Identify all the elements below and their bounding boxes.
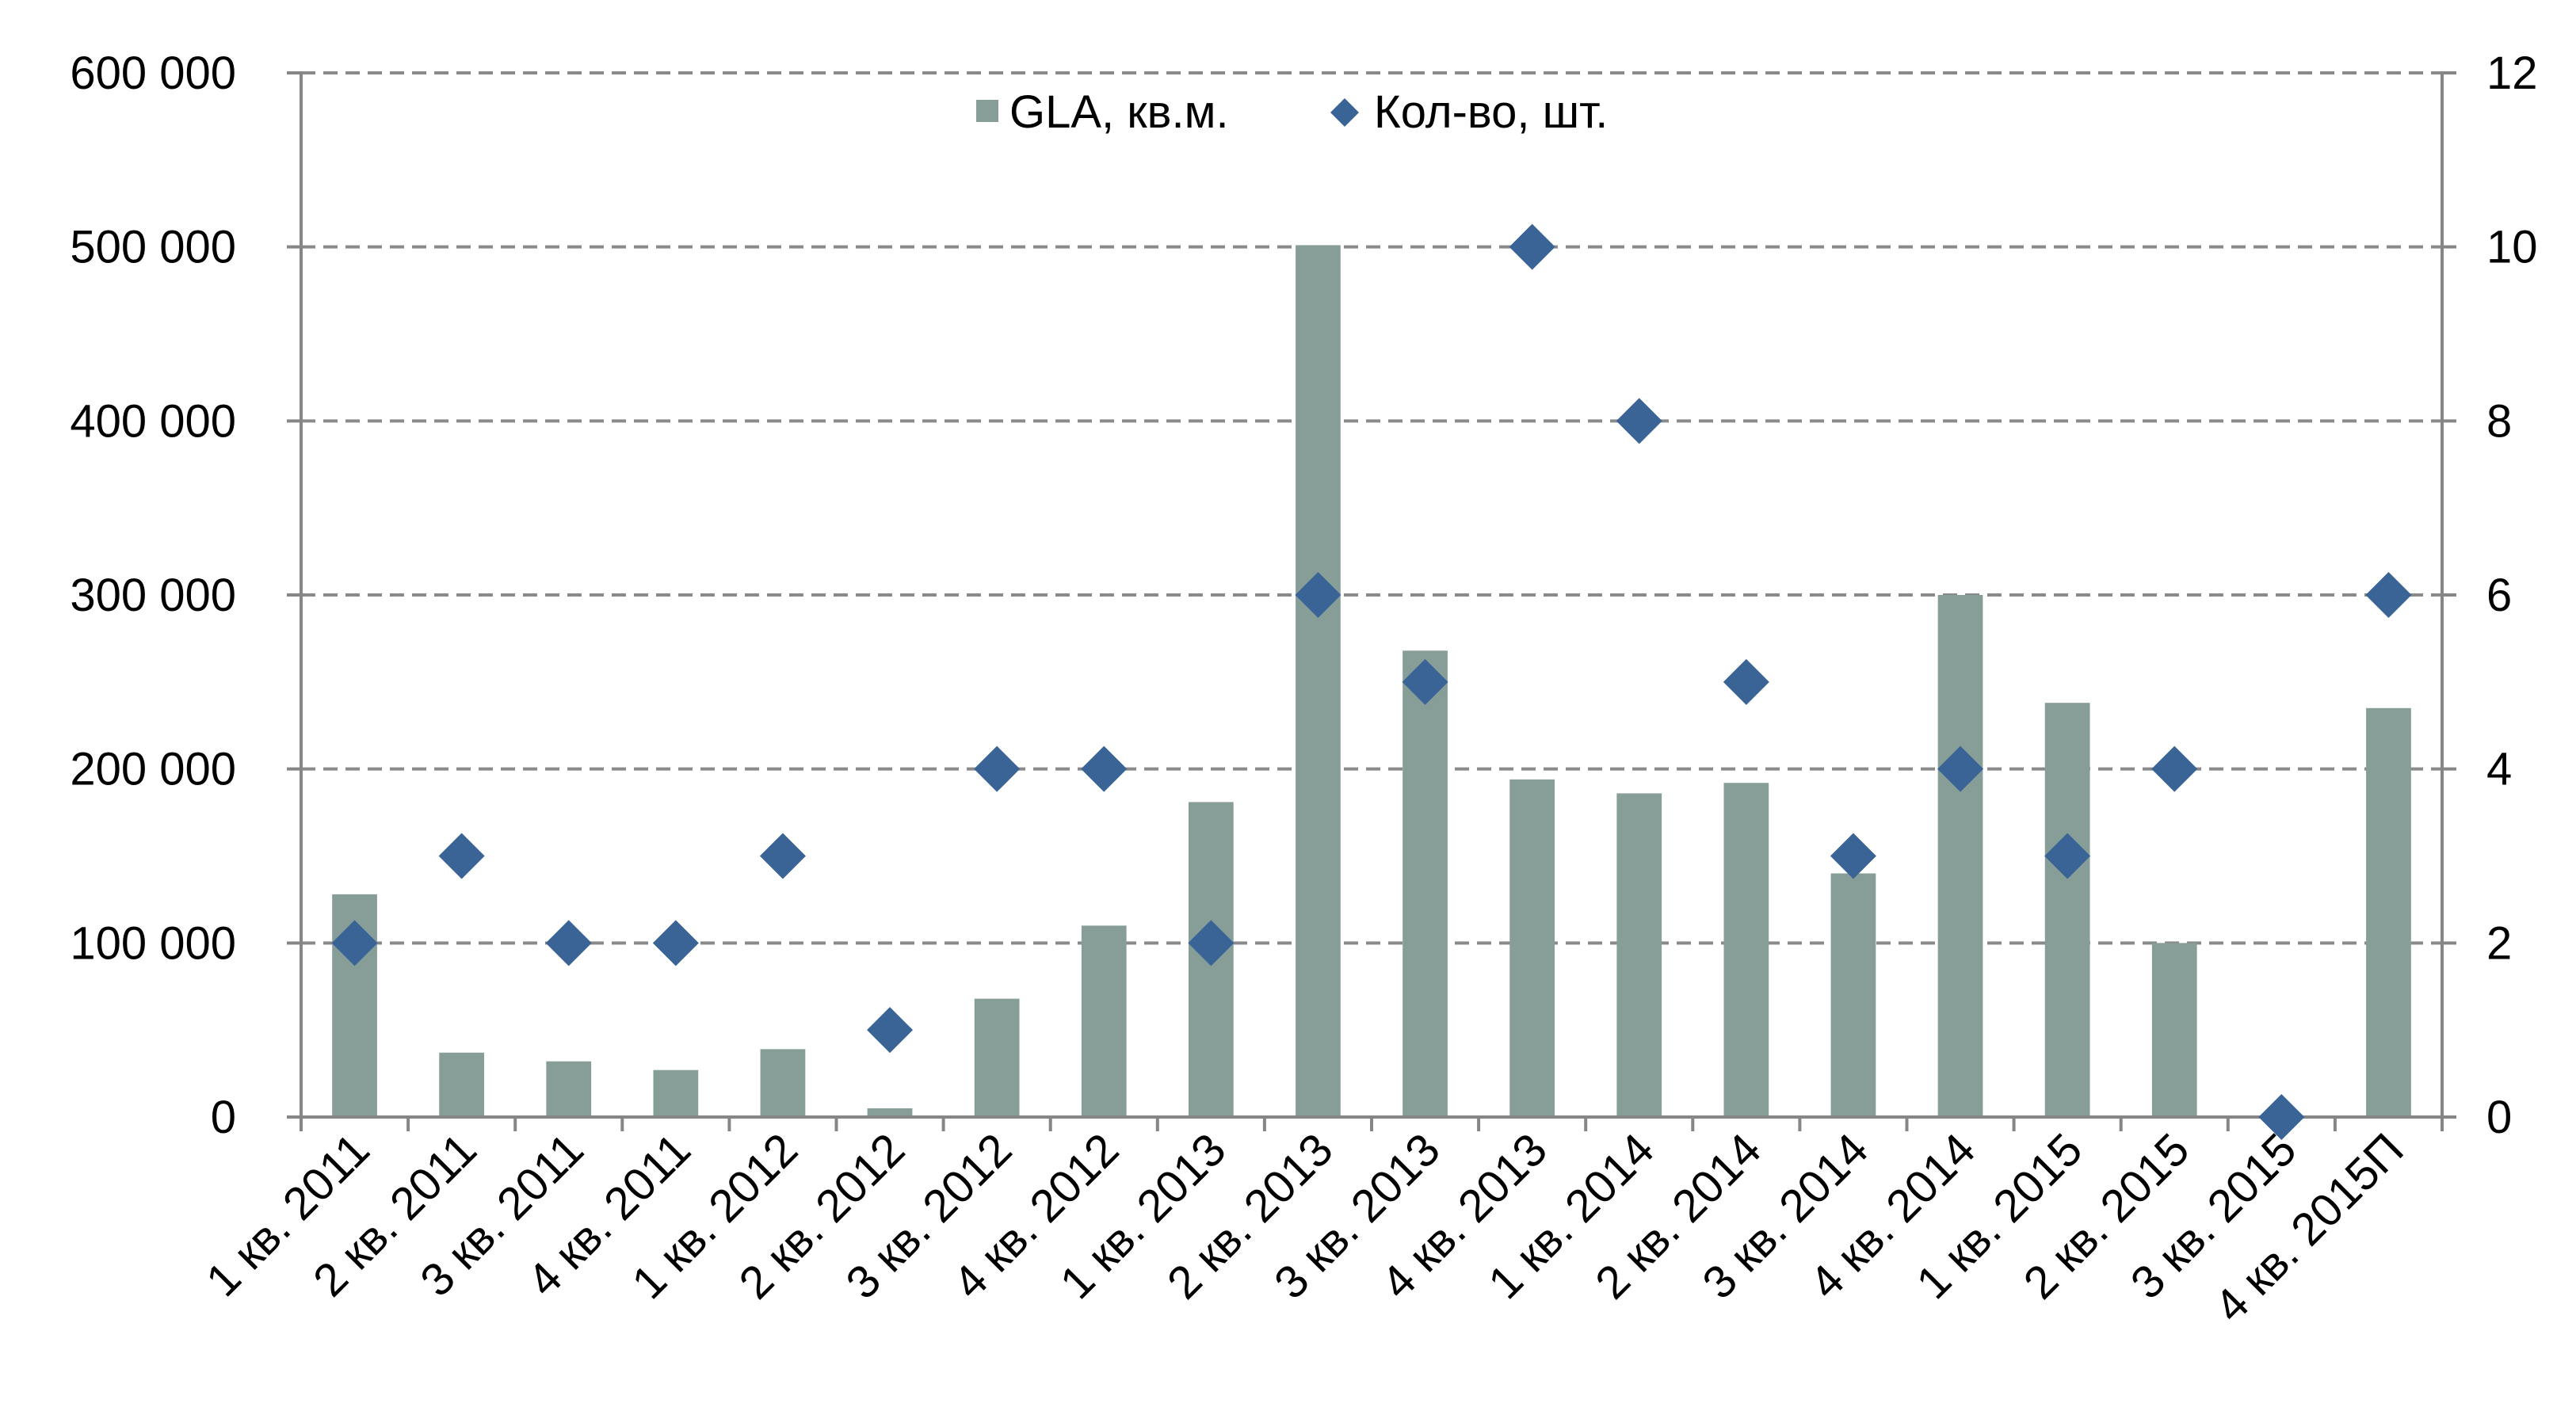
count-marker <box>1188 920 1235 967</box>
count-marker <box>2365 572 2412 618</box>
count-marker <box>331 920 378 967</box>
y-tick-label-left: 0 <box>211 1092 236 1143</box>
gridlines <box>301 71 2442 945</box>
y-tick-label-left: 200 000 <box>70 744 236 795</box>
bar <box>2044 703 2090 1117</box>
legend-label-count: Кол-во, шт. <box>1374 86 1608 138</box>
count-marker <box>867 1007 914 1054</box>
bar <box>867 1108 913 1117</box>
bar <box>1402 650 1448 1117</box>
bar <box>974 998 1020 1117</box>
bar <box>1937 595 1983 1117</box>
count-marker <box>1295 572 1341 618</box>
count-marker <box>438 833 485 879</box>
bar <box>1509 779 1555 1117</box>
y-tick-label-left: 500 000 <box>70 222 236 273</box>
count-marker <box>1830 833 1876 879</box>
y-tick-label-left: 600 000 <box>70 48 236 99</box>
axes <box>287 71 2456 1131</box>
y-tick-label-left: 300 000 <box>70 570 236 621</box>
marker-series <box>331 223 2412 1140</box>
bar <box>1296 245 1341 1118</box>
legend: GLA, кв.м. Кол-во, шт. <box>976 86 1608 138</box>
count-marker <box>2258 1094 2305 1140</box>
bar <box>1723 783 1769 1117</box>
bar <box>653 1070 699 1117</box>
count-marker <box>652 920 699 967</box>
count-marker <box>1937 745 1984 792</box>
count-marker <box>1509 223 1555 270</box>
bar-series <box>332 245 2411 1118</box>
bar <box>439 1052 485 1117</box>
y-tick-label-right: 2 <box>2486 917 2512 969</box>
count-marker <box>1723 658 1769 705</box>
bar <box>760 1049 806 1117</box>
y-tick-label-right: 8 <box>2486 395 2512 447</box>
bar <box>2366 707 2411 1117</box>
bar <box>2151 943 2197 1117</box>
count-marker <box>2044 833 2091 879</box>
bar <box>1830 873 1876 1117</box>
count-marker <box>2151 745 2198 792</box>
count-marker <box>974 745 1021 792</box>
y-tick-label-left: 400 000 <box>70 395 236 447</box>
legend-swatch-count <box>1330 98 1359 127</box>
bar <box>546 1061 592 1117</box>
legend-label-gla: GLA, кв.м. <box>1009 86 1229 138</box>
count-marker <box>1402 658 1448 705</box>
count-marker <box>759 833 806 879</box>
bar <box>1616 793 1662 1117</box>
y-tick-label-right: 4 <box>2486 744 2512 795</box>
y-tick-label-right: 6 <box>2486 570 2512 621</box>
y-tick-label-right: 0 <box>2486 1092 2512 1143</box>
tick-labels: 0 100 000 200 000 300 000 400 000 500 000 600 … <box>70 48 2537 1143</box>
count-marker <box>1616 398 1662 444</box>
count-marker <box>1081 745 1128 792</box>
y-tick-label-right: 10 <box>2486 222 2538 273</box>
y-tick-label-right: 12 <box>2486 48 2538 99</box>
bar <box>1081 925 1127 1117</box>
count-marker <box>545 920 592 967</box>
legend-swatch-gla <box>976 100 998 122</box>
y-tick-label-left: 100 000 <box>70 917 236 969</box>
